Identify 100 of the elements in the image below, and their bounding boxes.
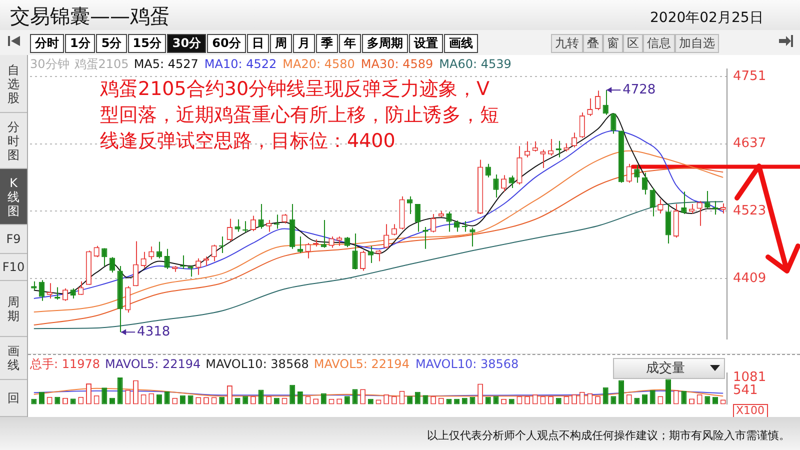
annotation: 鸡蛋2105合约30分钟线呈现反弹乏力迹象，V型回落，近期鸡蛋重心有所上移，防止诱多，短线逢反弹试空思路，目标位：4400 — [100, 77, 500, 154]
candlestick — [587, 98, 593, 117]
candlestick — [454, 220, 460, 232]
candlestick — [46, 282, 52, 299]
candlestick — [125, 286, 131, 314]
candlestick — [360, 250, 366, 272]
text: 60分 — [207, 34, 246, 53]
candlestick — [681, 191, 687, 215]
text: MA20: 4580 — [282, 57, 355, 71]
candlestick — [650, 188, 656, 217]
y-tick-label: 4523 — [733, 203, 766, 218]
chart-title: 交易锦囊——鸡蛋 — [10, 3, 170, 30]
candlestick — [328, 236, 334, 248]
candlestick — [132, 240, 139, 287]
candlestick — [446, 211, 452, 232]
bar — [681, 390, 687, 404]
candlestick — [508, 175, 514, 189]
candlestick — [594, 90, 601, 111]
text: 分时图 — [8, 120, 20, 162]
candlestick — [211, 244, 217, 262]
text: 画线 — [444, 34, 478, 53]
candlestick — [610, 112, 616, 134]
annotation: 4728 — [622, 82, 656, 98]
text: 季 — [316, 34, 338, 53]
text: 周 — [270, 34, 292, 53]
text: 加自选 — [675, 34, 719, 53]
line-series — [33, 150, 724, 313]
candlestick — [665, 204, 672, 244]
annotation: 30分钟 — [30, 57, 70, 71]
text: 叠 — [583, 34, 603, 53]
candlestick — [70, 288, 76, 299]
text: 信息 — [643, 34, 675, 53]
text: 30分 — [167, 34, 206, 53]
text: 5分 — [96, 34, 127, 53]
bar — [164, 392, 170, 404]
candlestick — [532, 140, 538, 152]
candlestick — [696, 200, 702, 226]
text: X100 — [733, 404, 768, 418]
candlestick — [540, 149, 546, 168]
candlestick — [226, 218, 233, 242]
bar — [422, 395, 428, 404]
candlestick — [720, 202, 726, 214]
candlestick — [102, 248, 108, 266]
text: 1分 — [65, 34, 96, 53]
text: 月 — [292, 34, 315, 53]
candlestick — [688, 204, 695, 214]
candlestick — [407, 196, 413, 215]
text: MAVOL5: 22194 — [314, 357, 410, 371]
text: 窗 — [603, 34, 623, 53]
annotation: 成交量 — [646, 360, 685, 378]
candlestick — [704, 190, 710, 210]
candlestick — [94, 245, 100, 258]
bar — [39, 392, 44, 404]
candlestick — [250, 215, 256, 232]
candlestick — [626, 163, 632, 184]
bar — [642, 394, 648, 404]
bar — [102, 388, 108, 404]
candlestick — [234, 218, 240, 232]
candlestick — [634, 164, 640, 184]
candlestick — [368, 245, 374, 264]
candlestick — [579, 112, 585, 138]
candlestick — [352, 233, 358, 270]
chart-subtitle: 2020年02月25日 — [650, 9, 764, 27]
candlestick — [109, 256, 116, 273]
text: 分时 — [30, 34, 64, 53]
candlestick — [376, 250, 382, 262]
text: 九转 — [551, 34, 583, 53]
candlestick — [470, 227, 476, 248]
text: 设置 — [408, 34, 443, 53]
bar — [602, 387, 608, 404]
candlestick — [384, 224, 390, 249]
bar — [618, 380, 624, 404]
candlestick — [38, 280, 45, 302]
text: 周期 — [8, 294, 20, 323]
candlestick — [62, 288, 68, 302]
annotation: 4318 — [137, 324, 170, 340]
text: MAVOL5: 22194 — [105, 357, 201, 371]
text: 回 — [8, 390, 20, 405]
candlestick — [297, 236, 304, 254]
candlestick — [164, 248, 170, 270]
candlestick — [320, 219, 326, 248]
text: MAVOL10: 38568 — [415, 357, 519, 371]
candlestick — [414, 204, 420, 232]
text: K线图 — [8, 176, 20, 218]
text: 15分 — [128, 34, 166, 53]
text: 区 — [623, 34, 643, 53]
text: MA60: 4539 — [439, 57, 512, 71]
text: MA30: 4589 — [360, 57, 434, 71]
text: 日 — [246, 34, 269, 53]
text: 画线 — [8, 344, 20, 372]
candlestick — [430, 214, 436, 233]
text: 以上仅代表分析师个人观点不构成任何操作建议；期市有风险入市需谨慎。 — [427, 428, 790, 443]
candlestick — [148, 246, 154, 260]
text: 总手: 11978 — [30, 357, 100, 371]
line-series — [33, 388, 724, 397]
candlestick — [516, 146, 522, 186]
text: 年 — [338, 34, 361, 53]
bar — [414, 392, 420, 404]
line-series — [33, 167, 724, 326]
bar — [290, 384, 296, 404]
